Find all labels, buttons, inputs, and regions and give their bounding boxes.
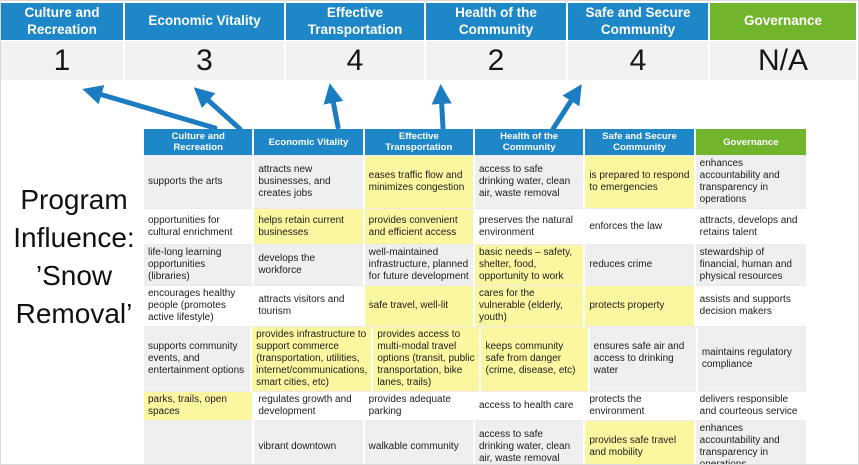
summary-header-cell: Effective Transportation [286,3,426,40]
summary-score: 1 [1,41,125,80]
matrix-cell: attracts, develops and retains talent [695,209,806,246]
arrow-icon [193,87,243,132]
matrix-cell: enhances accountability and transparency… [695,421,806,464]
matrix-cell: walkable community [364,421,475,464]
matrix-cell: regulates growth and development [254,392,365,422]
matrix-row: encourages healthy people (promotes acti… [144,286,806,328]
program-label-line: Influence: [13,222,135,253]
summary-header-cell: Culture and Recreation [1,3,125,40]
influence-matrix: Culture and Recreation Economic Vitality E… [144,129,806,464]
matrix-cell-highlighted: keeps community safe from danger (crime,… [481,327,590,393]
summary-score: 3 [125,41,286,80]
matrix-cell: supports community events, and entertain… [144,327,253,393]
matrix-cell-highlighted: helps retain current businesses [254,209,365,246]
program-label-line: Program [20,184,128,215]
summary-header-row: Culture and Recreation Economic Vitality E… [1,3,858,40]
matrix-cell-highlighted: basic needs – safety, shelter, food, opp… [475,245,586,287]
summary-header-cell: Safe and Secure Community [568,3,710,40]
summary-score: N/A [710,41,858,80]
matrix-header-cell: Health of the Community [475,129,586,157]
summary-band: Culture and Recreation Economic Vitality E… [1,3,858,80]
matrix-cell [144,421,255,464]
program-label-line: Removal’ [15,298,133,329]
matrix-header-cell: Safe and Secure Community [585,129,696,157]
matrix-cell: stewardship of financial, human and phys… [695,245,806,287]
matrix-cell: preserves the natural environment [475,209,586,246]
matrix-cell: access to health care [475,392,586,422]
matrix-cell: vibrant downtown [254,421,365,464]
matrix-header-row: Culture and Recreation Economic Vitality E… [144,129,806,157]
matrix-cell: develops the workforce [254,245,365,287]
matrix-cell-highlighted: provides convenient and efficient access [364,209,475,246]
arrow-icon [82,85,218,131]
matrix-cell: attracts new businesses, and creates job… [254,156,365,210]
summary-score-row: 1 3 4 2 4 N/A [1,40,858,80]
matrix-cell: access to safe drinking water, clean air… [475,156,586,210]
matrix-cell: delivers responsible and courteous servi… [695,392,806,422]
arrow-icon [431,84,452,131]
matrix-cell: well-maintained infrastructure, planned … [364,245,475,287]
matrix-header-cell: Culture and Recreation [144,129,255,157]
summary-score: 2 [426,41,568,80]
matrix-row: parks, trails, open spaces regulates grow… [144,392,806,422]
matrix-cell: attracts visitors and tourism [254,286,365,328]
matrix-cell-highlighted: cares for the vulnerable (elderly, youth… [475,286,586,328]
summary-score: 4 [568,41,710,80]
matrix-cell: enhances accountability and transparency… [695,156,806,210]
matrix-header-cell: Governance [695,129,806,157]
matrix-cell: encourages healthy people (promotes acti… [144,286,255,328]
matrix-cell: life-long learning opportunities (librar… [144,245,255,287]
matrix-cell-highlighted: provides access to multi-modal travel op… [373,327,482,393]
matrix-cell: protects the environment [585,392,696,422]
matrix-row: vibrant downtown walkable community access… [144,421,806,464]
summary-header-cell: Health of the Community [426,3,568,40]
matrix-cell-highlighted: safe travel, well-lit [364,286,475,328]
matrix-row: opportunities for cultural enrichment hel… [144,209,806,246]
matrix-cell-highlighted: provides safe travel and mobility [585,421,696,464]
matrix-cell-highlighted: parks, trails, open spaces [144,392,255,422]
matrix-header-cell: Effective Transportation [364,129,475,157]
matrix-cell: maintains regulatory compliance [697,327,806,393]
matrix-cell-highlighted: protects property [585,286,696,328]
summary-score: 4 [286,41,426,80]
matrix-cell: assists and supports decision makers [695,286,806,328]
matrix-cell-highlighted: eases traffic flow and minimizes congest… [364,156,475,210]
matrix-row: life-long learning opportunities (librar… [144,245,806,287]
matrix-cell: ensures safe air and access to drinking … [589,327,698,393]
matrix-cell: reduces crime [585,245,696,287]
matrix-cell-highlighted: is prepared to respond to emergencies [585,156,696,210]
matrix-cell-highlighted: provides infrastructure to support comme… [252,327,374,393]
matrix-row: supports the arts attracts new businesses… [144,156,806,210]
matrix-cell: supports the arts [144,156,255,210]
program-influence-label: Program Influence: ’Snow Removal’ [1,181,147,333]
program-label-line: ’Snow [35,260,113,291]
matrix-row: supports community events, and entertain… [144,327,806,393]
summary-header-cell: Economic Vitality [125,3,286,40]
summary-header-cell: Governance [710,3,858,40]
matrix-header-cell: Economic Vitality [254,129,365,157]
arrow-icon [323,83,344,130]
matrix-cell: enforces the law [585,209,696,246]
matrix-cell: access to safe drinking water, clean air… [475,421,586,464]
matrix-cell: opportunities for cultural enrichment [144,209,255,246]
arrow-icon [550,84,582,132]
matrix-cell: provides adequate parking [364,392,475,422]
